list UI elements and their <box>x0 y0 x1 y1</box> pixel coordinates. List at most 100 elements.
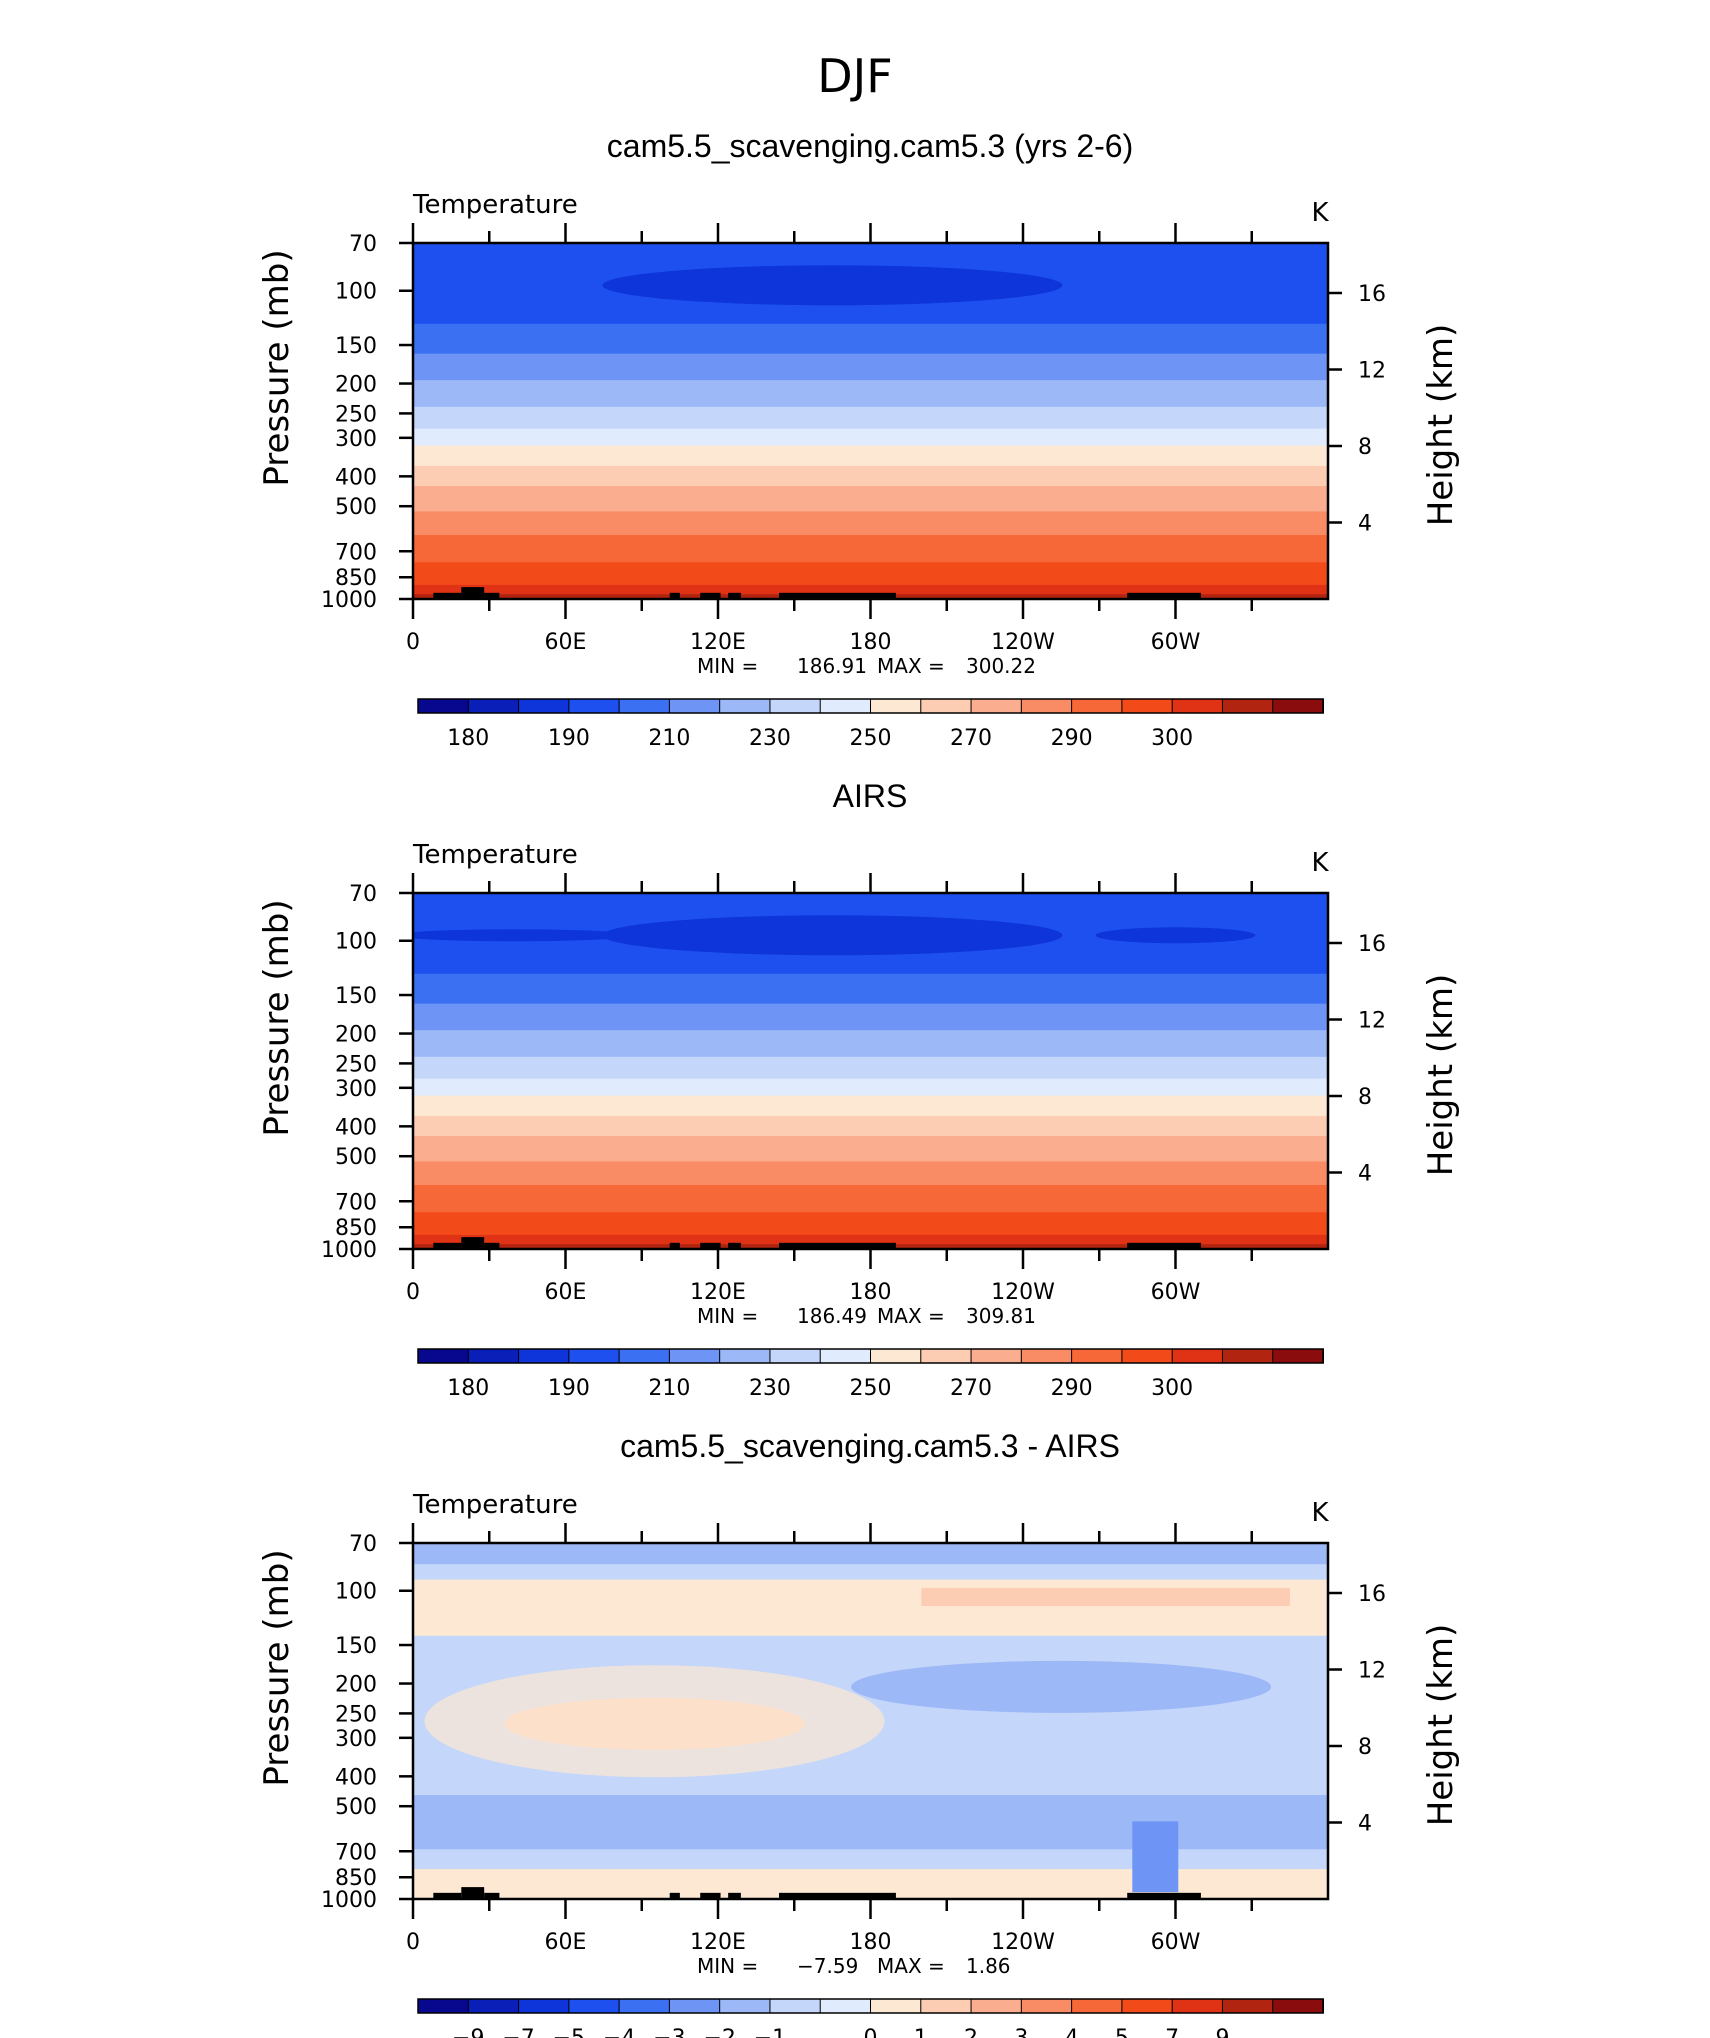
colorbar-label: 300 <box>1151 1376 1193 1401</box>
variable-label: Temperature <box>412 190 578 220</box>
topography-2 <box>461 1887 485 1899</box>
y-tick-label: 200 <box>335 1673 377 1698</box>
y-tick-label: 700 <box>335 1840 377 1865</box>
min-value: −7.59 <box>797 1954 858 1978</box>
y-tick-label: 150 <box>335 1634 377 1659</box>
contour-band-4 <box>413 1030 1328 1058</box>
y-tick-label: 850 <box>335 1216 377 1241</box>
x-tick-label: 120W <box>991 1930 1055 1955</box>
x-tick-label: 180 <box>850 630 892 655</box>
cold-core-west <box>1095 927 1256 944</box>
plot-area <box>413 1543 1328 1899</box>
x-tick-label: 60W <box>1151 630 1201 655</box>
contour-band-12 <box>413 562 1328 586</box>
contour-band-3 <box>413 353 1328 381</box>
topography-8 <box>1127 1892 1201 1899</box>
colorbar-swatch <box>1020 698 1073 714</box>
colorbar-swatch <box>719 698 771 714</box>
colorbar-frame <box>417 1998 1324 2014</box>
colorbar-swatch <box>970 1348 1023 1364</box>
colorbar-swatch <box>568 1998 621 2014</box>
plot-area <box>413 893 1328 1249</box>
panel-title: cam5.5_scavenging.cam5.3 (yrs 2-6) <box>607 128 1133 164</box>
y-tick-label: 400 <box>335 465 377 490</box>
upper-cool-band <box>851 1660 1272 1713</box>
height-tick-label: 8 <box>1358 1735 1372 1760</box>
height-tick-label: 4 <box>1358 1812 1372 1837</box>
colorbar-swatch <box>417 1348 470 1364</box>
colorbar-label: −4 <box>603 2026 635 2038</box>
contour-band-3 <box>413 1003 1328 1031</box>
panel-2: AIRS Temperature K 0 60E 120E 180 120W 60W 70 100 1… <box>257 778 1461 1401</box>
height-tick-label: 16 <box>1358 932 1386 957</box>
colorbar-swatch <box>769 698 822 714</box>
colorbar-swatch <box>1272 698 1324 714</box>
y-tick-label: 1000 <box>321 1238 377 1263</box>
colorbar-label: −5 <box>553 2026 585 2038</box>
y-tick-label: 300 <box>335 427 377 452</box>
colorbar-label: 290 <box>1051 726 1093 751</box>
variable-label: Temperature <box>412 840 578 870</box>
x-tick-label: 60E <box>545 1930 587 1955</box>
colorbar-label: 230 <box>749 726 791 751</box>
topography-6 <box>728 1242 741 1249</box>
colorbar-label: 5 <box>1115 2026 1129 2038</box>
topography-1 <box>433 1892 462 1899</box>
colorbar-swatch <box>1121 698 1174 714</box>
colorbar: 180 190 210 230 250 270 290 300 <box>417 698 1324 751</box>
colorbar-swatch <box>870 698 922 714</box>
colorbar-label: 210 <box>648 726 690 751</box>
colorbar-label: 190 <box>548 726 590 751</box>
height-tick-label: 12 <box>1358 359 1386 384</box>
topography-1 <box>433 1242 462 1249</box>
y-tick-label: 400 <box>335 1765 377 1790</box>
colorbar-swatch <box>518 698 570 714</box>
colorbar-label: 270 <box>950 726 992 751</box>
right-axis-title: Height (km) <box>1421 324 1461 527</box>
colorbar-label: 230 <box>749 1376 791 1401</box>
colorbar-swatch <box>970 1998 1023 2014</box>
colorbar-label: 3 <box>1014 2026 1028 2038</box>
contour-band-8 <box>413 465 1328 487</box>
colorbar-label: 300 <box>1151 726 1193 751</box>
colorbar-swatch <box>618 1348 671 1364</box>
colorbar-swatch <box>1171 1998 1224 2014</box>
topography-5 <box>700 592 721 599</box>
max-label: MAX = <box>877 1954 945 1978</box>
colorbar-label: 1 <box>914 2026 928 2038</box>
y-tick-label: 100 <box>335 280 377 305</box>
y-tick-label: 150 <box>335 334 377 359</box>
colorbar-swatch <box>618 1998 671 2014</box>
colorbar-swatch <box>920 698 973 714</box>
contour-band-2 <box>413 1564 1328 1581</box>
cold-core <box>602 265 1063 306</box>
height-tick-label: 16 <box>1358 282 1386 307</box>
colorbar-swatch <box>1020 1348 1073 1364</box>
colorbar-swatch <box>1171 698 1224 714</box>
panel-3: cam5.5_scavenging.cam5.3 - AIRS Temperatu… <box>257 1428 1461 2038</box>
topography-6 <box>728 592 741 599</box>
x-tick-label: 60E <box>545 1280 587 1305</box>
colorbar-label: 250 <box>850 726 892 751</box>
topography-4 <box>669 1892 680 1899</box>
y-tick-label: 500 <box>335 1795 377 1820</box>
height-tick-label: 12 <box>1358 1659 1386 1684</box>
cold-core <box>602 915 1063 956</box>
min-value: 186.49 <box>797 1304 867 1328</box>
contour-band-9 <box>413 1136 1328 1162</box>
contour-band-5 <box>413 1056 1328 1080</box>
topography-6 <box>728 1892 741 1899</box>
topography-7 <box>779 1242 896 1249</box>
contour-band-5 <box>413 406 1328 430</box>
contour-band-7 <box>413 1095 1328 1117</box>
colorbar-swatch <box>1071 1348 1123 1364</box>
upper-warm-stripe <box>921 1588 1290 1607</box>
y-tick-label: 700 <box>335 1190 377 1215</box>
colorbar-label: 9 <box>1215 2026 1229 2038</box>
colorbar-swatch <box>970 698 1023 714</box>
colorbar-label: 0 <box>864 2026 878 2038</box>
y-axis-title: Pressure (mb) <box>257 1549 297 1786</box>
colorbar-swatch <box>1121 1998 1174 2014</box>
y-tick-label: 70 <box>349 882 377 907</box>
